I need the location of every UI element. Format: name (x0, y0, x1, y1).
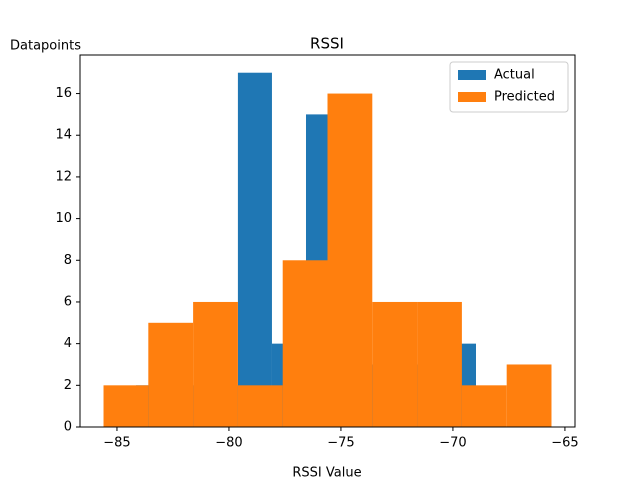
legend-swatch (458, 92, 486, 102)
histogram-bar (237, 72, 272, 427)
legend-label: Actual (494, 68, 535, 83)
histogram-bar (417, 301, 462, 427)
x-axis-label: RSSI Value (292, 466, 361, 481)
histogram-bar (148, 322, 194, 427)
x-tick-label: −65 (551, 436, 578, 451)
y-tick-label: 2 (64, 378, 72, 393)
chart-title: RSSI (310, 35, 344, 53)
histogram-bar (237, 385, 283, 427)
histogram-bar (193, 301, 238, 427)
y-tick-label: 6 (64, 294, 72, 309)
x-tick-label: −70 (439, 436, 466, 451)
histogram-bar (372, 301, 418, 427)
histogram-bar (103, 385, 149, 427)
legend-label: Predicted (494, 90, 555, 105)
y-tick-label: 4 (64, 336, 72, 351)
y-tick-label: 16 (55, 86, 72, 101)
y-tick-label: 10 (55, 211, 72, 226)
y-axis-label: Datapoints (10, 39, 81, 54)
histogram-bar (461, 385, 507, 427)
x-tick-label: −85 (103, 436, 130, 451)
y-tick-label: 8 (64, 253, 72, 268)
y-tick-label: 12 (55, 169, 72, 184)
x-tick-label: −75 (327, 436, 354, 451)
x-tick-label: −80 (215, 436, 242, 451)
y-tick-label: 14 (55, 128, 72, 143)
legend-swatch (458, 70, 486, 80)
histogram-bar (506, 364, 552, 427)
y-tick-label: 0 (64, 420, 72, 435)
plot-frame (79, 54, 576, 428)
histogram-bar (327, 93, 373, 427)
histogram-bar (282, 260, 328, 427)
